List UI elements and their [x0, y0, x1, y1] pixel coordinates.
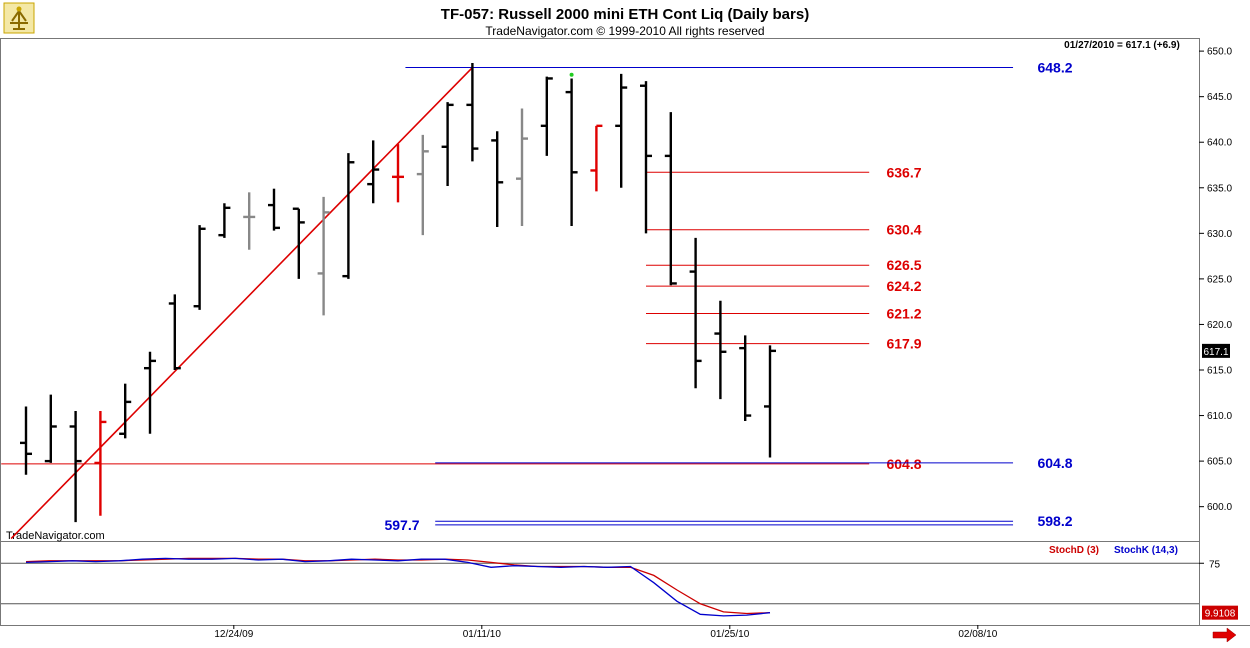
watermark-text: TradeNavigator.com	[6, 530, 105, 542]
ohlc-bar	[168, 294, 181, 370]
legend-stochk: StochK (14,3)	[1114, 545, 1178, 556]
price-tick-label: 640.0	[1207, 138, 1232, 149]
level-label: 624.2	[886, 278, 921, 294]
ohlc-bar	[94, 411, 107, 516]
price-tick-label: 650.0	[1207, 47, 1232, 58]
chart-subtitle: TradeNavigator.com © 1999-2010 All right…	[485, 24, 764, 38]
indicator-value-label: 9.9108	[1205, 609, 1236, 620]
trendline	[10, 66, 473, 540]
ohlc-bar	[392, 144, 404, 203]
date-tick-label: 12/24/09	[214, 629, 253, 640]
ohlc-bar	[689, 237, 702, 389]
level-label: 604.8	[1037, 455, 1072, 471]
ohlc-bar	[516, 108, 528, 227]
ohlc-bar	[615, 73, 628, 188]
ohlc-bar	[540, 76, 553, 156]
price-tick-label: 635.0	[1207, 183, 1232, 194]
trend-line	[10, 66, 473, 540]
price-tick-label: 615.0	[1207, 366, 1232, 377]
price-panel-frame	[0, 38, 1200, 542]
ohlc-bar	[466, 62, 479, 162]
ohlc-bar	[317, 196, 330, 316]
level-label: 597.7	[384, 517, 419, 533]
signal-dot	[569, 72, 574, 77]
trade-navigator-logo-icon[interactable]	[3, 2, 35, 34]
indicator-legend: StochD (3) StochK (14,3)	[1049, 545, 1178, 556]
ohlc-bar	[714, 300, 727, 400]
ohlc-bar	[268, 188, 280, 231]
ohlc-bar	[193, 225, 206, 310]
level-label: 617.9	[886, 336, 921, 352]
ohlc-bar	[565, 78, 578, 227]
ohlc-bar	[342, 153, 355, 279]
ohlc-bar	[416, 134, 429, 236]
indicator-tick-label: 75	[1209, 559, 1221, 570]
ohlc-bar	[640, 81, 652, 234]
ohlc-bar	[764, 345, 776, 458]
ohlc-bar	[441, 102, 454, 186]
level-label: 598.2	[1037, 513, 1072, 529]
indicator-series-line	[25, 557, 771, 615]
ohlc-bar	[144, 351, 156, 434]
last-quote-readout: 01/27/2010 = 617.1 (+6.9)	[1064, 40, 1180, 51]
ohlc-bar	[44, 394, 57, 463]
current-price-label: 617.1	[1203, 347, 1228, 358]
price-tick-label: 645.0	[1207, 92, 1232, 103]
indicator-value-box	[1202, 605, 1238, 620]
ohlc-bar	[218, 203, 231, 238]
fibonacci-levels: 648.2 636.7 630.4 626.5 624.2 621.2 617.9 604.8…	[1, 60, 1073, 533]
level-label: 648.2	[1037, 60, 1072, 76]
ohlc-bar	[119, 383, 132, 439]
price-bars	[20, 62, 776, 523]
indicator-series-line	[25, 557, 771, 617]
legend-stochd: StochD (3)	[1049, 545, 1099, 556]
level-label: 621.2	[886, 306, 921, 322]
price-tick-label: 620.0	[1207, 320, 1232, 331]
scroll-right-arrow-icon[interactable]	[1212, 627, 1237, 643]
ohlc-bar	[20, 406, 32, 475]
current-price-box	[1202, 343, 1230, 358]
ohlc-bar	[664, 112, 677, 286]
level-label: 626.5	[886, 257, 921, 273]
level-label: 604.8	[886, 456, 921, 472]
date-tick-label: 01/11/10	[463, 629, 502, 640]
price-tick-label: 605.0	[1207, 457, 1232, 468]
ohlc-bar	[292, 207, 305, 279]
ohlc-bar	[491, 131, 504, 227]
price-axis: 600.0 605.0 610.0 615.0 620.0 625.0 630.0 635.0…	[1199, 47, 1232, 513]
chart-title: TF-057: Russell 2000 mini ETH Cont Liq (…	[441, 6, 809, 23]
date-axis: 12/24/09 01/11/10 01/25/10 02/08/10	[214, 625, 998, 640]
level-label: 630.4	[886, 222, 921, 238]
date-tick-label: 02/08/10	[958, 629, 997, 640]
price-tick-label: 625.0	[1207, 274, 1232, 285]
price-tick-label: 610.0	[1207, 411, 1232, 422]
ohlc-bar	[243, 192, 256, 250]
stochastic-indicator: 75 9.9108	[1, 557, 1238, 620]
price-tick-label: 630.0	[1207, 229, 1232, 240]
ohlc-bar	[590, 124, 603, 192]
level-label: 636.7	[886, 164, 921, 180]
current-price-marker: 617.1	[1202, 343, 1230, 358]
indicator-panel-frame	[0, 541, 1200, 626]
price-tick-label: 600.0	[1207, 502, 1232, 513]
date-tick-label: 01/25/10	[710, 629, 749, 640]
ohlc-bar	[367, 140, 380, 204]
ohlc-bar	[739, 335, 752, 422]
ohlc-bar	[69, 411, 82, 523]
